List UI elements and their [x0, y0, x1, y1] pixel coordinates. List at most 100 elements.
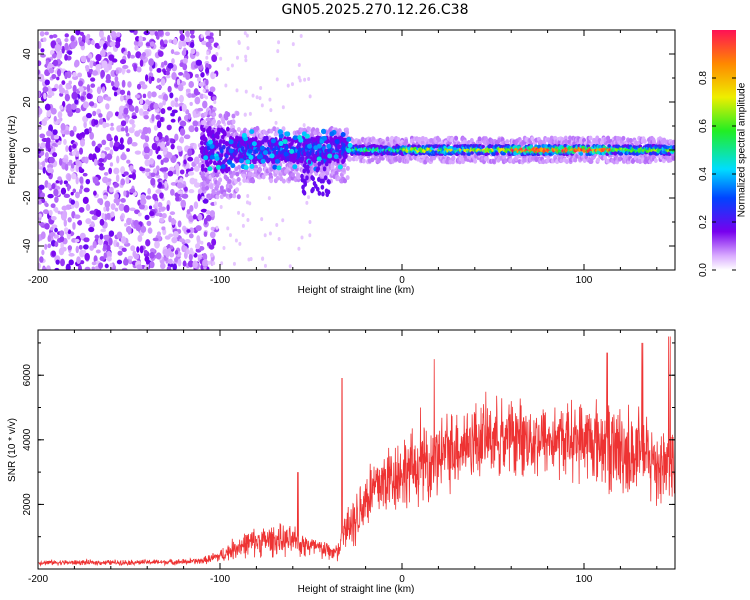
- heatmap-cell: [156, 120, 162, 129]
- heatmap-cell: [167, 170, 174, 177]
- heatmap-cell: [173, 51, 180, 56]
- heatmap-cell: [198, 245, 205, 251]
- heatmap-cell: [651, 138, 656, 144]
- heatmap-cell: [57, 111, 63, 119]
- heatmap-cell: [154, 31, 158, 37]
- heatmap-cell: [277, 40, 281, 45]
- heatmap-cell: [291, 42, 295, 47]
- heatmap-cell: [138, 203, 145, 210]
- heatmap-cell: [166, 204, 170, 212]
- heatmap-cell: [108, 237, 113, 246]
- heatmap-cell: [268, 97, 272, 102]
- heatmap-cell: [50, 203, 56, 209]
- heatmap-cell: [48, 67, 55, 74]
- heatmap-cell: [212, 261, 216, 266]
- heatmap-cell: [75, 245, 79, 254]
- heatmap-cell: [63, 138, 67, 145]
- heatmap-cell: [167, 85, 172, 93]
- heatmap-cell: [99, 198, 104, 206]
- heatmap-cell: [78, 86, 84, 92]
- heatmap-cell: [219, 204, 223, 209]
- heatmap-cell: [44, 79, 50, 86]
- heatmap-cell: [149, 41, 155, 47]
- heatmap-cell: [126, 159, 131, 164]
- heatmap-cell: [187, 156, 194, 162]
- heatmap-cell: [39, 133, 46, 139]
- heatmap-cell: [275, 77, 279, 82]
- heatmap-cell: [127, 227, 131, 235]
- heatmap-cell: [72, 188, 77, 194]
- heatmap-cell: [79, 232, 86, 240]
- heatmap-cell: [134, 45, 139, 51]
- heatmap-cell: [38, 262, 41, 270]
- heatmap-cell: [170, 118, 176, 123]
- heatmap-cell: [149, 248, 156, 253]
- heatmap-cell: [297, 75, 301, 80]
- heatmap-cell: [76, 256, 81, 265]
- heatmap-cell: [241, 173, 246, 179]
- heatmap-cell: [71, 150, 77, 156]
- heatmap-cell: [121, 247, 127, 253]
- heatmap-cell: [115, 200, 120, 206]
- heatmap-cell: [47, 182, 52, 189]
- heatmap-cell: [158, 102, 164, 109]
- heatmap-cell: [56, 68, 62, 77]
- heatmap-cell: [144, 74, 149, 82]
- heatmap-cell: [49, 231, 56, 237]
- heatmap-cell: [123, 51, 128, 56]
- heatmap-cell: [235, 88, 239, 93]
- heatmap-cell: [77, 264, 82, 270]
- heatmap-cell: [193, 182, 201, 188]
- heatmap-cell: [265, 135, 269, 141]
- heatmap-cell: [170, 49, 175, 55]
- heatmap-cell: [170, 188, 175, 196]
- heatmap-cell: [52, 59, 59, 67]
- heatmap-cell: [202, 88, 206, 93]
- heatmap-cell: [423, 136, 428, 142]
- heatmap-cell: [251, 178, 256, 184]
- heatmap-cell: [100, 69, 105, 78]
- heatmap-cell: [145, 195, 152, 200]
- heatmap-cell: [177, 220, 182, 228]
- heatmap-cell: [237, 164, 242, 170]
- heatmap-cell: [42, 266, 47, 270]
- heatmap-cell: [44, 222, 50, 230]
- heatmap-cell: [98, 30, 104, 38]
- heatmap-cell: [307, 195, 311, 200]
- heatmap-cell: [114, 207, 119, 212]
- heatmap-cell: [185, 72, 191, 81]
- heatmap-cell: [85, 112, 92, 119]
- heatmap-cell: [103, 252, 107, 260]
- heatmap-cell: [174, 101, 179, 108]
- heatmap-cell: [117, 250, 123, 256]
- heatmap-cell: [243, 31, 247, 36]
- heatmap-cell: [144, 135, 150, 143]
- heatmap-cell: [308, 94, 312, 99]
- heatmap-cell: [77, 72, 83, 78]
- heatmap-cell: [246, 193, 250, 198]
- heatmap-cell: [299, 34, 303, 39]
- heatmap-cell: [131, 115, 138, 120]
- heatmap-cell: [230, 63, 234, 68]
- heatmap-cell: [174, 250, 179, 255]
- heatmap-cell: [145, 171, 150, 177]
- heatmap-cell: [150, 172, 156, 178]
- heatmap-cell: [462, 151, 466, 156]
- heatmap-cell: [234, 238, 238, 243]
- heatmap-cell: [171, 58, 175, 65]
- heatmap-cell: [248, 111, 252, 116]
- heatmap-cell: [108, 54, 115, 61]
- heatmap-cell: [151, 76, 155, 82]
- heatmap-cell: [102, 176, 109, 184]
- heatmap-cell: [144, 159, 151, 167]
- heatmap-cell: [228, 193, 233, 199]
- heatmap-cell: [192, 110, 197, 119]
- heatmap-cell: [170, 112, 175, 117]
- heatmap-cell: [38, 107, 43, 115]
- heatmap-cell: [52, 152, 58, 158]
- heatmap-cell: [95, 54, 102, 62]
- heatmap-cell: [136, 264, 143, 270]
- heatmap-cell: [84, 266, 91, 270]
- heatmap-cell: [72, 221, 76, 230]
- heatmap-cell: [231, 113, 236, 119]
